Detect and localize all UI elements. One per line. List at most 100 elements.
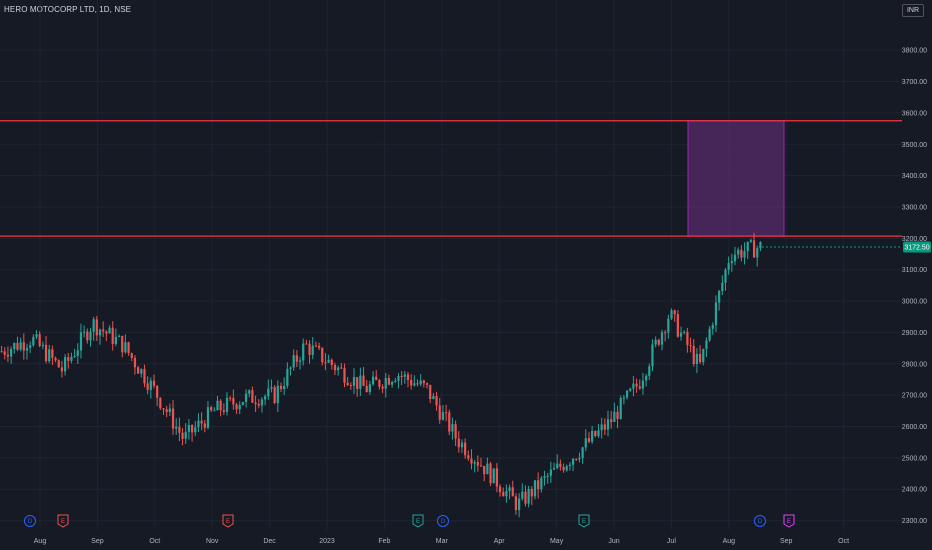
candle-body: [606, 419, 610, 430]
resistance-zone-box[interactable]: [687, 120, 785, 237]
candle-body: [425, 383, 429, 385]
candle-body: [70, 356, 73, 361]
dividend-marker[interactable]: [24, 515, 36, 527]
time-tick-label: Aug: [723, 538, 736, 545]
candle-body: [610, 419, 613, 422]
time-tick-label: Apr: [494, 538, 506, 545]
candle-body: [213, 410, 216, 412]
candle-body: [464, 442, 467, 456]
candle-body: [232, 397, 235, 405]
candle-body: [730, 261, 733, 264]
candle-body: [749, 240, 752, 242]
candle-body: [273, 387, 276, 403]
time-tick-label: Nov: [206, 538, 219, 545]
candle-body: [568, 464, 572, 466]
candle-body: [441, 412, 445, 420]
candle-body: [317, 345, 321, 348]
time-tick-label: Jul: [667, 538, 676, 545]
candle-body: [521, 491, 524, 499]
event-marker-label: E: [61, 519, 65, 525]
candle-body: [594, 431, 597, 437]
candle-body: [648, 366, 651, 376]
candle-body: [613, 411, 616, 422]
candle-body: [308, 343, 311, 355]
candle-body: [562, 466, 565, 471]
candle-body: [295, 355, 298, 362]
candle-body: [241, 402, 244, 405]
candle-body: [79, 332, 83, 351]
candle-body: [330, 359, 333, 365]
candle-body: [743, 251, 746, 258]
candle-body: [664, 332, 667, 334]
candle-body: [44, 344, 48, 362]
candle-body: [3, 351, 6, 355]
symbol-title: HERO MOTOCORP LTD, 1D, NSE: [4, 5, 132, 14]
candle-body: [190, 424, 194, 433]
candle-body: [511, 487, 514, 497]
candle-body: [216, 400, 219, 411]
candle-body: [552, 468, 556, 470]
candle-body: [359, 375, 362, 389]
candle-body: [54, 357, 57, 361]
candle-body: [410, 379, 413, 386]
candle-body: [578, 458, 581, 460]
candlestick-series: [0, 232, 762, 518]
candle-body: [435, 395, 438, 406]
event-marker-label: E: [226, 519, 230, 525]
candle-body: [692, 345, 695, 365]
candle-body: [724, 269, 727, 283]
candle-body: [537, 480, 540, 490]
candle-body: [149, 380, 152, 390]
candle-body: [25, 347, 29, 351]
dividend-marker[interactable]: [437, 515, 449, 527]
candle-body: [518, 498, 521, 510]
price-tick-label: 2800.00: [902, 361, 927, 368]
candle-body: [98, 329, 102, 336]
chart-grid: [0, 0, 902, 530]
earnings-marker[interactable]: [222, 514, 234, 528]
candle-body: [111, 327, 114, 345]
candle-body: [67, 357, 70, 361]
candle-body: [759, 242, 762, 249]
candle-body: [645, 375, 648, 381]
earnings-marker[interactable]: [57, 514, 69, 528]
candle-body: [673, 310, 676, 315]
earnings-marker[interactable]: [412, 514, 424, 528]
candle-body: [105, 331, 108, 334]
candle-body: [219, 400, 222, 411]
candle-body: [337, 367, 340, 371]
candle-body: [222, 410, 225, 412]
candle-body: [470, 458, 473, 464]
candle-body: [130, 353, 133, 358]
candle-body: [686, 331, 689, 346]
candle-body: [314, 345, 318, 347]
candle-body: [727, 263, 730, 270]
price-tick-label: 3600.00: [902, 110, 927, 117]
candle-body: [667, 318, 670, 333]
candle-body: [32, 336, 35, 346]
last-price-box: [903, 241, 931, 253]
candle-body: [454, 424, 457, 439]
candle-body: [187, 424, 191, 432]
candle-body: [629, 388, 632, 391]
earnings-marker[interactable]: [578, 514, 590, 528]
candle-body: [679, 332, 683, 337]
currency-selector[interactable]: INR: [901, 4, 924, 17]
candle-body: [670, 310, 673, 319]
candle-body: [438, 405, 441, 420]
candle-body: [457, 438, 460, 448]
candle-body: [254, 402, 257, 405]
earnings-marker[interactable]: [783, 514, 795, 528]
price-tick-label: 3800.00: [902, 48, 927, 55]
candle-body: [60, 367, 64, 372]
dividend-marker[interactable]: [754, 515, 766, 527]
candle-body: [251, 390, 254, 403]
candle-body: [527, 489, 530, 504]
price-tick-label: 3100.00: [902, 267, 927, 274]
candle-body: [635, 383, 638, 387]
candle-body: [740, 249, 743, 258]
candle-body: [311, 345, 314, 355]
candle-body: [711, 325, 714, 329]
candle-body: [267, 388, 270, 397]
